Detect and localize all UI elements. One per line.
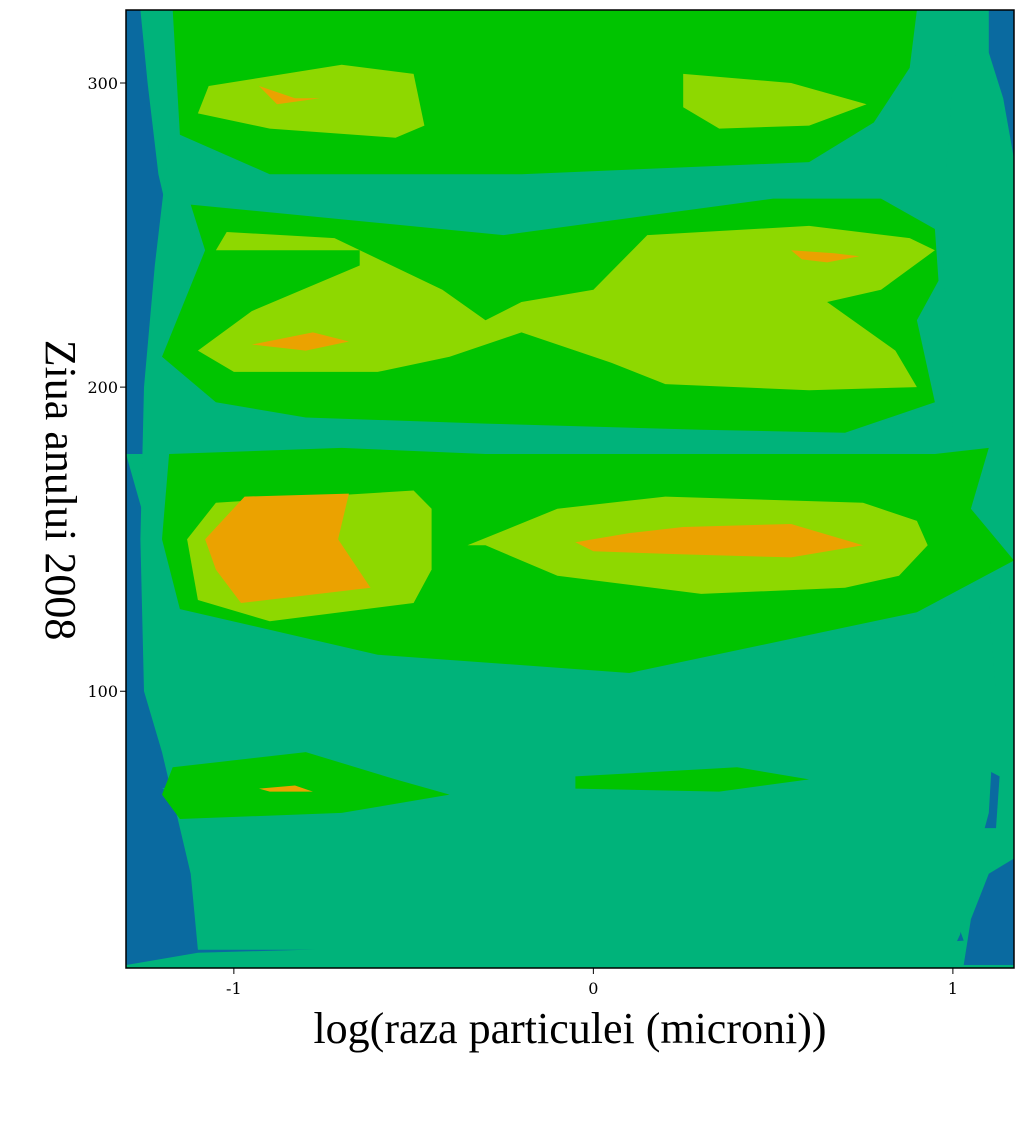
contour-region-level-5 bbox=[251, 332, 349, 351]
contour-region-level-4 bbox=[197, 64, 425, 138]
x-axis-ticks: -1 0 1 bbox=[226, 968, 958, 998]
contour-region-level-3 bbox=[575, 767, 810, 792]
x-tick-label: 1 bbox=[948, 979, 958, 998]
contour-region-level-1 bbox=[988, 10, 1014, 159]
plot-frame bbox=[125, 9, 1015, 969]
y-tick-label: 200 bbox=[87, 378, 118, 397]
contour-region-level-1 bbox=[126, 10, 191, 454]
contour-region-level-3 bbox=[162, 752, 450, 819]
contour-region-level-5 bbox=[205, 493, 371, 603]
contour-region-level-5 bbox=[259, 785, 313, 792]
y-axis-title: Ziua anului 2008 bbox=[36, 340, 85, 641]
contour-region-level-5 bbox=[259, 86, 321, 105]
x-tick-label: 0 bbox=[588, 979, 598, 998]
y-tick-label: 100 bbox=[87, 682, 118, 701]
contour-region-level-4 bbox=[683, 73, 867, 129]
x-axis-title: log(raza particulei (microni)) bbox=[313, 1004, 826, 1053]
contour-region-level-1 bbox=[963, 858, 1014, 965]
contour-region-level-5 bbox=[575, 524, 863, 558]
y-axis-ticks: 100 200 300 bbox=[87, 74, 126, 701]
x-tick-label: -1 bbox=[226, 979, 242, 998]
y-tick-label: 300 bbox=[87, 74, 118, 93]
contour-region-level-5 bbox=[791, 250, 860, 263]
contour-region-level-4 bbox=[197, 225, 935, 391]
contour-regions bbox=[126, 10, 1014, 965]
